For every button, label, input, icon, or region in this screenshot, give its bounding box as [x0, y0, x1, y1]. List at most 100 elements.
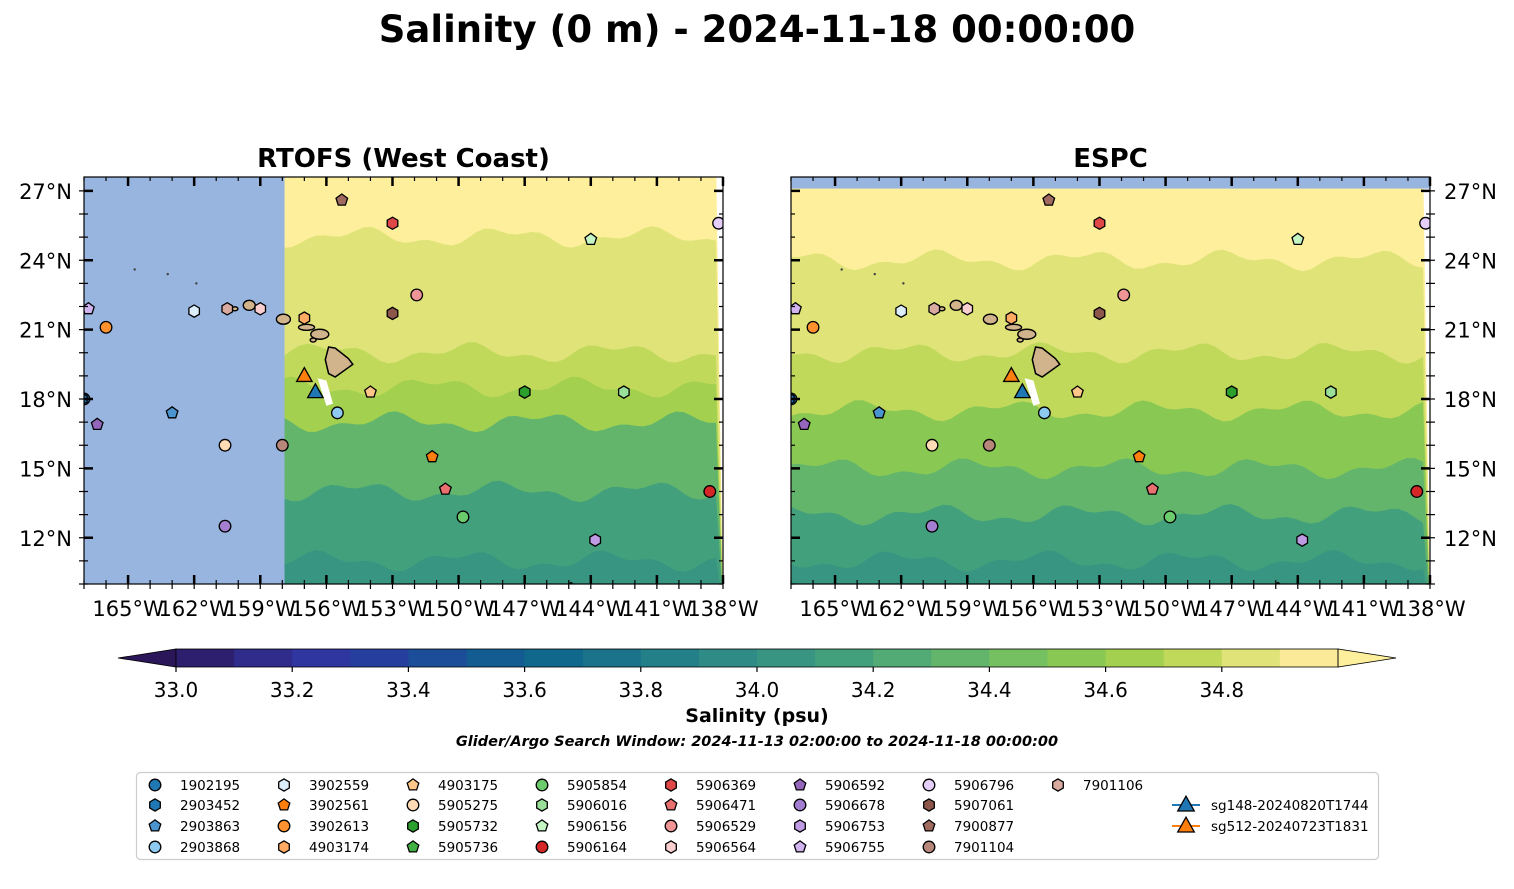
y-tick-label: 21°N: [1444, 319, 1497, 343]
legend-marker: [535, 840, 549, 854]
float-sg148-20240820T1744: [306, 382, 325, 399]
colorbar-segment: [466, 649, 526, 667]
colorbar-segment: [582, 649, 642, 667]
x-tick-label: 141°W: [1328, 597, 1400, 621]
legend-marker: [793, 798, 807, 812]
legend-label: 7901106: [1083, 778, 1143, 794]
legend-item-5906755: 5906755: [793, 840, 885, 856]
legend-item-sg148-20240820T1744: sg148-20240820T1744: [1172, 794, 1369, 814]
salinity-band: [791, 504, 1429, 584]
islet: [166, 272, 169, 276]
legend-label: 2903452: [180, 798, 240, 814]
legend-item-7900877: 7900877: [922, 819, 1014, 835]
float-5906753: [1296, 533, 1309, 547]
legend-label: 5905732: [438, 819, 498, 835]
colorbar-segment: [931, 649, 990, 667]
no-data-region: [791, 177, 1430, 189]
legend-marker: [406, 798, 420, 812]
legend-label: 5906755: [825, 840, 885, 856]
legend-label: 2903863: [180, 819, 240, 835]
colorbar-segment: [757, 649, 816, 667]
y-tick-label: 15°N: [1444, 457, 1497, 481]
legend-item-5906156: 5906156: [535, 819, 627, 835]
island: [1004, 323, 1023, 332]
float-3902561: [1132, 449, 1146, 463]
colorbar-segment: [1105, 649, 1165, 667]
float-3902559: [188, 304, 201, 318]
x-tick-label: 147°W: [489, 597, 561, 621]
float-5906592: [797, 417, 811, 431]
legend-marker: [407, 819, 419, 833]
legend-marker: [793, 840, 807, 853]
x-tick-label: 162°W: [865, 597, 937, 621]
island: [275, 313, 292, 325]
colorbar-tick-label: 33.0: [154, 678, 199, 702]
x-tick-label: 153°W: [1064, 597, 1136, 621]
colorbar-tick-label: 34.0: [735, 678, 780, 702]
legend-label: 1902195: [180, 778, 240, 794]
colorbar-segment: [873, 649, 932, 667]
legend-label: sg512-20240723T1831: [1211, 819, 1369, 835]
map-panel-rtofs: RTOFS (West Coast)165°W162°W159°W156°W15…: [19, 144, 759, 621]
map-field: [791, 177, 1430, 584]
float-3902613: [806, 320, 820, 334]
legend-label: 5906369: [696, 778, 756, 794]
legend-item-3902561: 3902561: [277, 798, 369, 814]
float-5906164: [1410, 485, 1424, 498]
y-tick-label: 27°N: [19, 180, 72, 204]
float-5906016: [617, 385, 630, 399]
legend-label: 5906564: [696, 840, 756, 856]
colorbar-tick-label: 34.2: [851, 678, 896, 702]
legend-marker: [665, 840, 677, 854]
island-hawaii: [1031, 346, 1061, 378]
colorbar-extend-low: [117, 648, 177, 668]
legend-item-7901104: 7901104: [922, 840, 1014, 856]
colorbar-segment: [1047, 649, 1107, 667]
colorbar-tick-label: 33.4: [386, 678, 431, 702]
colorbar-tick-label: 34.4: [967, 678, 1012, 702]
float-3902561: [425, 449, 439, 463]
float-4903175: [1070, 385, 1084, 398]
legend-marker: [536, 798, 548, 812]
float-5907061: [386, 306, 399, 321]
colorbar-tick-label: 34.8: [1200, 678, 1245, 702]
legend-item-1902195: 1902195: [148, 778, 240, 794]
y-tick-label: 15°N: [19, 457, 72, 481]
legend-marker: [535, 819, 549, 832]
legend-label: 5905736: [438, 840, 498, 856]
legend-item-5905275: 5905275: [406, 798, 498, 814]
float-5907061: [1093, 306, 1106, 321]
legend-marker: [149, 798, 161, 812]
panel-title: RTOFS (West Coast): [257, 144, 550, 174]
float-4903175: [363, 385, 377, 398]
legend-item-5906164: 5906164: [535, 840, 627, 856]
legend-item-5905854: 5905854: [535, 778, 627, 794]
islet: [195, 282, 198, 285]
legend-marker: [277, 798, 291, 811]
float-5905732: [1225, 385, 1238, 399]
colorbar-segment: [640, 649, 700, 667]
panel-title: ESPC: [1073, 144, 1148, 174]
float-2903868: [330, 406, 344, 420]
float-5906796: [1419, 216, 1430, 230]
legend-label: 5905275: [438, 798, 498, 814]
no-data-region: [84, 177, 285, 584]
legend-marker: [535, 778, 549, 792]
colorbar-segment: [815, 649, 874, 667]
colorbar-tick-label: 33.6: [502, 678, 547, 702]
colorbar-segment: [524, 649, 584, 667]
legend-label: 5905854: [567, 778, 627, 794]
legend-label: 3902613: [309, 819, 369, 835]
legend-marker: [277, 819, 291, 833]
float-sg512-20240723T1831: [1002, 366, 1021, 383]
legend-label: sg148-20240820T1744: [1211, 798, 1369, 814]
y-tick-label: 21°N: [19, 319, 72, 343]
island: [1016, 337, 1024, 343]
float-5906529: [1117, 288, 1131, 302]
legend-label: 5906156: [567, 819, 627, 835]
y-tick-label: 12°N: [1444, 527, 1497, 551]
x-tick-label: 159°W: [932, 597, 1004, 621]
float-5906156: [584, 232, 598, 246]
glider-track: [317, 378, 333, 406]
y-tick-label: 12°N: [19, 527, 72, 551]
